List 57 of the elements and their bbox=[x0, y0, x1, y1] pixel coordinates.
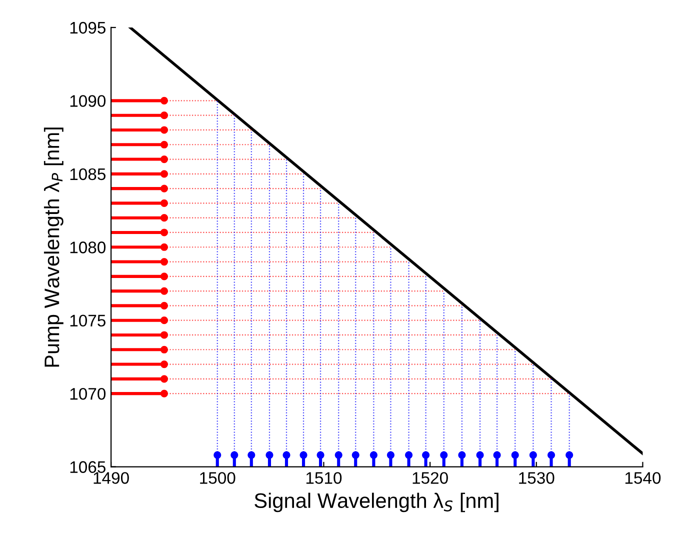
point bbox=[404, 451, 413, 459]
y-tick-label: 1085 bbox=[70, 168, 106, 180]
x-axis-title: Signal Wavelength λ$_{S}$ [nm] bbox=[254, 492, 498, 512]
point bbox=[370, 451, 378, 459]
point bbox=[160, 287, 168, 295]
y-tick-label: 1075 bbox=[70, 314, 106, 327]
x-tick-label: 1530 bbox=[519, 472, 554, 484]
point bbox=[529, 451, 537, 459]
point bbox=[458, 451, 466, 459]
point bbox=[160, 199, 168, 208]
point bbox=[160, 112, 168, 120]
point bbox=[566, 451, 574, 459]
y-tick-label: 1095 bbox=[70, 22, 106, 34]
point bbox=[440, 451, 448, 459]
point bbox=[160, 140, 168, 148]
point bbox=[282, 451, 290, 459]
y-tick-label: 1080 bbox=[70, 242, 106, 254]
point bbox=[547, 451, 556, 459]
point bbox=[160, 184, 168, 192]
y-tick-label: 1090 bbox=[70, 95, 106, 107]
x-tick-label: 1540 bbox=[625, 472, 661, 484]
point bbox=[160, 390, 168, 398]
y-tick-label: 1065 bbox=[70, 461, 106, 473]
point bbox=[230, 451, 238, 459]
point bbox=[476, 451, 484, 459]
y-tick-label: 1070 bbox=[70, 388, 106, 400]
y-axis-title: Pump Wavelength λ$_{P}$ [nm] bbox=[44, 128, 64, 367]
point bbox=[160, 170, 168, 178]
point bbox=[160, 316, 168, 324]
point bbox=[160, 155, 168, 164]
x-tick-label: 1520 bbox=[412, 472, 448, 484]
point bbox=[160, 272, 168, 280]
point bbox=[493, 451, 501, 459]
point bbox=[160, 346, 168, 354]
point bbox=[214, 451, 222, 459]
point bbox=[160, 258, 168, 266]
point bbox=[160, 96, 168, 105]
x-tick-label: 1510 bbox=[306, 472, 342, 484]
point bbox=[386, 451, 395, 459]
point bbox=[160, 375, 168, 383]
point bbox=[334, 451, 342, 459]
point bbox=[316, 451, 324, 459]
x-tick-label: 1490 bbox=[94, 472, 129, 484]
point bbox=[160, 331, 168, 339]
point bbox=[160, 360, 168, 368]
point bbox=[160, 214, 168, 222]
point bbox=[160, 126, 168, 134]
point bbox=[160, 302, 168, 310]
point bbox=[300, 451, 308, 459]
point bbox=[160, 243, 168, 251]
point bbox=[511, 451, 519, 459]
point bbox=[422, 451, 430, 459]
point bbox=[352, 451, 360, 459]
point bbox=[160, 228, 168, 236]
point bbox=[266, 451, 274, 459]
x-tick-label: 1500 bbox=[200, 472, 236, 484]
point bbox=[248, 451, 256, 459]
